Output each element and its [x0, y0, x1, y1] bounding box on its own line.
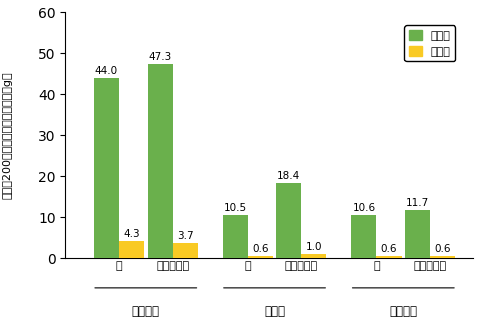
Text: 4.3: 4.3 — [123, 229, 140, 239]
Text: 11.7: 11.7 — [406, 198, 429, 208]
Bar — [351, 215, 376, 259]
Bar — [223, 215, 248, 259]
Legend: 粗花粉, 純花粉: 粗花粉, 純花粉 — [404, 25, 455, 61]
Text: 3.7: 3.7 — [177, 231, 193, 241]
Text: 44.0: 44.0 — [95, 66, 118, 76]
Text: 0.6: 0.6 — [252, 244, 268, 254]
Bar — [405, 210, 430, 259]
Text: 0.6: 0.6 — [434, 244, 451, 254]
Bar — [119, 241, 144, 259]
Bar — [376, 256, 402, 259]
Text: いすみ市: いすみ市 — [389, 305, 417, 318]
Bar — [276, 183, 301, 259]
Bar — [248, 256, 273, 259]
Text: 18.4: 18.4 — [277, 171, 300, 181]
Bar — [301, 254, 326, 259]
Bar — [430, 256, 455, 259]
Text: 1.0: 1.0 — [306, 242, 322, 252]
Text: 47.3: 47.3 — [148, 52, 172, 63]
Bar — [173, 243, 198, 259]
Text: 一宮町: 一宮町 — [264, 305, 285, 318]
Text: 八千代市: 八千代市 — [132, 305, 160, 318]
Bar — [94, 78, 119, 259]
Text: 10.6: 10.6 — [352, 203, 375, 213]
Bar — [147, 65, 173, 259]
Text: 0.6: 0.6 — [381, 244, 397, 254]
Y-axis label: 剪定枝200本から得られる花粉量（g）: 剪定枝200本から得られる花粉量（g） — [2, 72, 12, 199]
Text: 10.5: 10.5 — [224, 203, 247, 213]
